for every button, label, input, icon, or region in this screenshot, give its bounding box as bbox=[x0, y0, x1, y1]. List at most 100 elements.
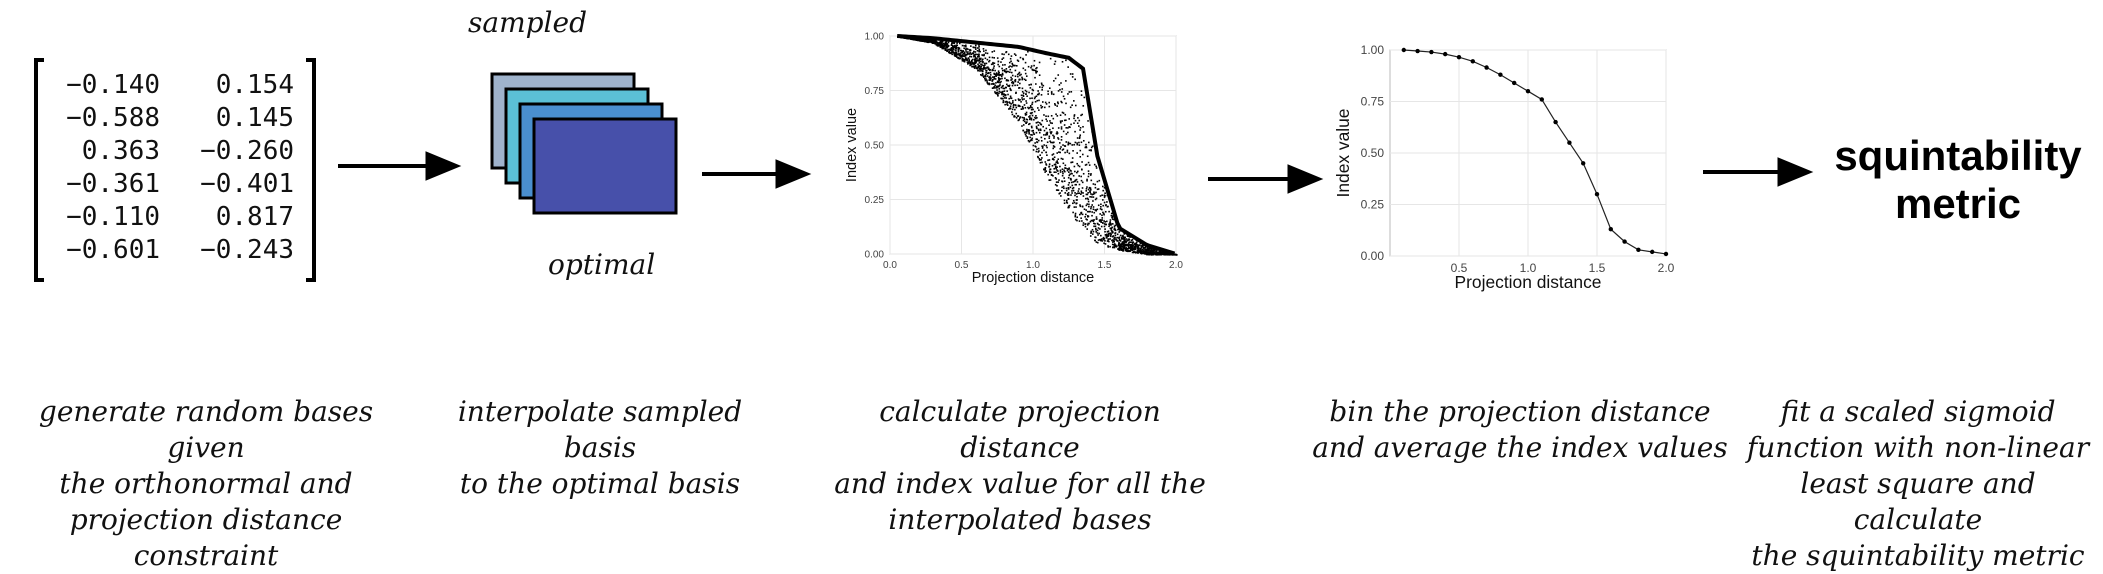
scatter-point bbox=[1078, 165, 1081, 168]
scatter-point bbox=[1062, 158, 1064, 160]
scatter-point bbox=[1072, 202, 1074, 205]
scatter-point bbox=[1024, 107, 1027, 109]
scatter-point bbox=[1017, 60, 1020, 62]
scatter-point bbox=[1071, 190, 1073, 192]
scatter-point bbox=[980, 66, 982, 69]
scatter-point bbox=[1051, 174, 1053, 176]
scatter-point bbox=[953, 44, 956, 47]
scatter-point bbox=[926, 39, 929, 42]
scatter-point bbox=[1030, 118, 1033, 121]
scatter-point bbox=[1067, 198, 1070, 200]
scatter-point bbox=[1073, 165, 1076, 168]
scatter-point bbox=[1099, 239, 1102, 242]
scatter-point bbox=[1096, 241, 1099, 244]
scatter-point bbox=[1065, 59, 1067, 62]
scatter-point bbox=[999, 73, 1001, 76]
scatter-point bbox=[955, 44, 958, 46]
scatter-point bbox=[950, 44, 953, 46]
scatter-point bbox=[1111, 218, 1114, 220]
scatter-point bbox=[1110, 224, 1112, 226]
scatter-upper-band bbox=[897, 34, 1176, 256]
data-point bbox=[1498, 72, 1503, 77]
scatter-point bbox=[1017, 98, 1020, 100]
scatter-point bbox=[955, 46, 958, 48]
scatter-point bbox=[1159, 251, 1162, 254]
scatter-point bbox=[1037, 121, 1039, 123]
scatter-point bbox=[1114, 234, 1117, 237]
scatter-point bbox=[989, 71, 992, 74]
scatter-point bbox=[1078, 144, 1081, 146]
scatter-point bbox=[921, 40, 924, 42]
scatter-point bbox=[1104, 243, 1107, 245]
scatter-point bbox=[1083, 208, 1086, 211]
scatter-point bbox=[1083, 96, 1086, 99]
scatter-point bbox=[1051, 122, 1053, 125]
scatter-point bbox=[1058, 84, 1061, 86]
scatter-point bbox=[1097, 239, 1100, 241]
scatter-point bbox=[1006, 104, 1009, 106]
scatter-point bbox=[1032, 149, 1035, 151]
scatter-point bbox=[1035, 131, 1038, 134]
scatter-point bbox=[954, 52, 957, 54]
scatter-point bbox=[953, 53, 956, 56]
scatter-point bbox=[1108, 240, 1110, 243]
scatter-point bbox=[1090, 189, 1092, 191]
scatter-point bbox=[980, 65, 983, 68]
scatter-point bbox=[1090, 179, 1093, 182]
scatter-point bbox=[1160, 253, 1163, 256]
scatter-point bbox=[947, 45, 950, 47]
scatter-point bbox=[1024, 131, 1026, 133]
scatter-point bbox=[1155, 250, 1158, 252]
scatter-point bbox=[1133, 246, 1136, 249]
scatter-point bbox=[944, 44, 946, 47]
scatter-point bbox=[994, 91, 996, 93]
scatter-point bbox=[1099, 238, 1101, 241]
scatter-point bbox=[1147, 247, 1150, 250]
scatter-point bbox=[1100, 234, 1102, 237]
scatter-point bbox=[1031, 114, 1034, 117]
scatter-point bbox=[1110, 227, 1113, 230]
matrix-row: −0.361 −0.401 bbox=[50, 169, 308, 201]
scatter-point bbox=[1141, 248, 1144, 251]
scatter-point bbox=[1116, 233, 1119, 236]
scatter-point bbox=[972, 65, 974, 68]
scatter-point bbox=[1081, 161, 1083, 163]
scatter-point bbox=[1057, 127, 1060, 129]
scatter-point bbox=[1075, 206, 1077, 208]
scatter-point bbox=[986, 79, 988, 82]
scatter-point bbox=[1140, 246, 1143, 249]
scatter-point bbox=[1066, 169, 1069, 172]
scatter-point bbox=[1023, 118, 1026, 121]
scatter-point bbox=[1031, 101, 1034, 104]
scatter-point bbox=[1062, 185, 1065, 188]
scatter-point bbox=[1096, 229, 1099, 232]
scatter-point bbox=[971, 61, 973, 64]
scatter-point bbox=[986, 81, 988, 83]
scatter-point bbox=[1082, 195, 1085, 197]
scatter-point bbox=[1104, 228, 1106, 230]
scatter-point bbox=[1007, 79, 1010, 82]
x-axis-label: Projection distance bbox=[1455, 272, 1602, 292]
scatter-point bbox=[1055, 113, 1057, 116]
scatter-point bbox=[1060, 100, 1062, 103]
scatter-point bbox=[1018, 78, 1021, 81]
scatter-point bbox=[1116, 239, 1118, 242]
scatter-point bbox=[1156, 253, 1158, 255]
optimal-label: optimal bbox=[548, 248, 656, 281]
scatter-point bbox=[1137, 247, 1139, 250]
scatter-point bbox=[996, 89, 998, 91]
scatter-point bbox=[1074, 130, 1076, 133]
scatter-point bbox=[1089, 186, 1091, 189]
scatter-point bbox=[1053, 141, 1055, 144]
scatter-point bbox=[1099, 213, 1101, 215]
scatter-point bbox=[1048, 105, 1051, 108]
scatter-point bbox=[1118, 236, 1121, 239]
scatter-point bbox=[1122, 244, 1124, 246]
scatter-point bbox=[1058, 142, 1061, 144]
scatter-point bbox=[1067, 131, 1069, 134]
caption-line: bin the projection distance bbox=[1329, 395, 1711, 428]
scatter-point bbox=[1022, 58, 1025, 61]
scatter-point bbox=[1051, 164, 1054, 167]
scatter-point bbox=[1091, 193, 1094, 196]
scatter-point bbox=[1065, 187, 1068, 190]
